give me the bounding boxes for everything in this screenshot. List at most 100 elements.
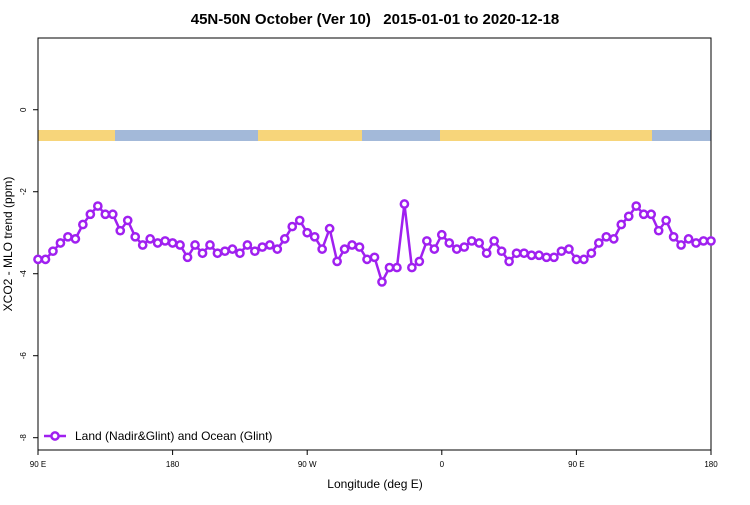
data-point [421, 236, 432, 246]
data-point [122, 215, 133, 226]
data-point [78, 219, 88, 230]
data-point [302, 227, 313, 238]
data-point [362, 254, 372, 265]
data-point [668, 231, 679, 242]
data-point [242, 240, 253, 250]
data-point [324, 223, 335, 234]
y-axis-label: XCO2 - MLO trend (ppm) [1, 177, 15, 312]
legend-marker [50, 431, 60, 441]
data-point [638, 209, 649, 220]
data-point [706, 236, 716, 246]
data-point [279, 234, 290, 244]
data-point [399, 199, 410, 209]
data-point [107, 209, 118, 220]
data-point [33, 254, 43, 265]
data-point [683, 234, 694, 244]
data-point [481, 248, 492, 259]
data-point [48, 246, 58, 257]
data-point [369, 252, 380, 263]
data-point [92, 201, 103, 211]
data-point [250, 246, 260, 257]
chart-title: 45N-50N October (Ver 10) 2015-01-01 to 2… [191, 11, 560, 28]
data-point [167, 238, 178, 248]
data-point [661, 215, 671, 226]
data-point [40, 254, 51, 265]
data-point [100, 209, 111, 220]
data-point [115, 225, 126, 236]
x-tick-label: 90 E [30, 460, 46, 469]
data-point [698, 236, 709, 246]
data-point [85, 209, 96, 220]
data-point [347, 240, 357, 250]
data-point [631, 201, 642, 211]
data-point [377, 277, 387, 287]
data-point [623, 211, 634, 222]
x-tick-label: 90 E [568, 460, 584, 469]
data-point [205, 240, 215, 250]
x-tick-label: 180 [166, 460, 180, 469]
data-point [489, 236, 499, 246]
data-point [384, 262, 395, 273]
x-axis-label: Longitude (deg E) [327, 477, 422, 491]
y-tick-label: -2 [19, 188, 28, 196]
data-point [571, 254, 582, 265]
data-point [257, 242, 268, 252]
data-point [182, 252, 193, 263]
data-point [190, 240, 200, 250]
data-point [152, 238, 163, 248]
data-point [317, 244, 328, 254]
x-tick-label: 90 W [298, 460, 317, 469]
data-point [601, 231, 612, 242]
data-point [646, 209, 657, 220]
data-point [70, 234, 81, 244]
y-tick-label: 0 [19, 107, 28, 112]
data-point [436, 229, 447, 240]
data-point [264, 240, 275, 250]
data-point [653, 225, 664, 236]
data-point [586, 248, 597, 259]
data-point [272, 244, 283, 254]
y-tick-label: -8 [19, 434, 28, 442]
data-point [429, 244, 440, 254]
data-point [616, 219, 627, 230]
data-point [309, 231, 320, 242]
data-point [504, 256, 514, 267]
data-point [414, 256, 425, 267]
data-point [556, 246, 567, 257]
data-point [392, 262, 402, 273]
data-point [676, 240, 686, 250]
data-point [519, 248, 529, 259]
data-point [593, 238, 604, 248]
data-point [444, 238, 455, 248]
data-point [332, 256, 342, 267]
y-tick-label: -6 [19, 352, 28, 360]
data-point [175, 240, 185, 250]
data-point [145, 234, 156, 244]
x-tick-label: 180 [704, 460, 718, 469]
data-point [212, 248, 223, 259]
data-point [55, 238, 66, 248]
data-point [608, 234, 619, 244]
data-point [63, 231, 73, 242]
data-point [459, 242, 470, 252]
legend-label: Land (Nadir&Glint) and Ocean (Glint) [75, 429, 272, 443]
data-point [294, 215, 305, 226]
data-point [407, 262, 417, 273]
data-point [526, 250, 537, 261]
land-ocean-strip [38, 130, 711, 141]
data-point [197, 248, 208, 259]
data-point [511, 248, 522, 259]
data-point [220, 246, 230, 257]
data-point [235, 248, 245, 259]
data-point [579, 254, 589, 265]
x-tick-label: 0 [440, 460, 445, 469]
y-tick-label: -4 [19, 270, 28, 278]
data-point [541, 252, 552, 263]
data-point [564, 244, 574, 254]
data-point [130, 231, 141, 242]
data-point [691, 238, 701, 248]
data-point [474, 238, 485, 248]
data-point [227, 244, 238, 254]
data-point [339, 244, 350, 254]
data-point [496, 246, 507, 257]
